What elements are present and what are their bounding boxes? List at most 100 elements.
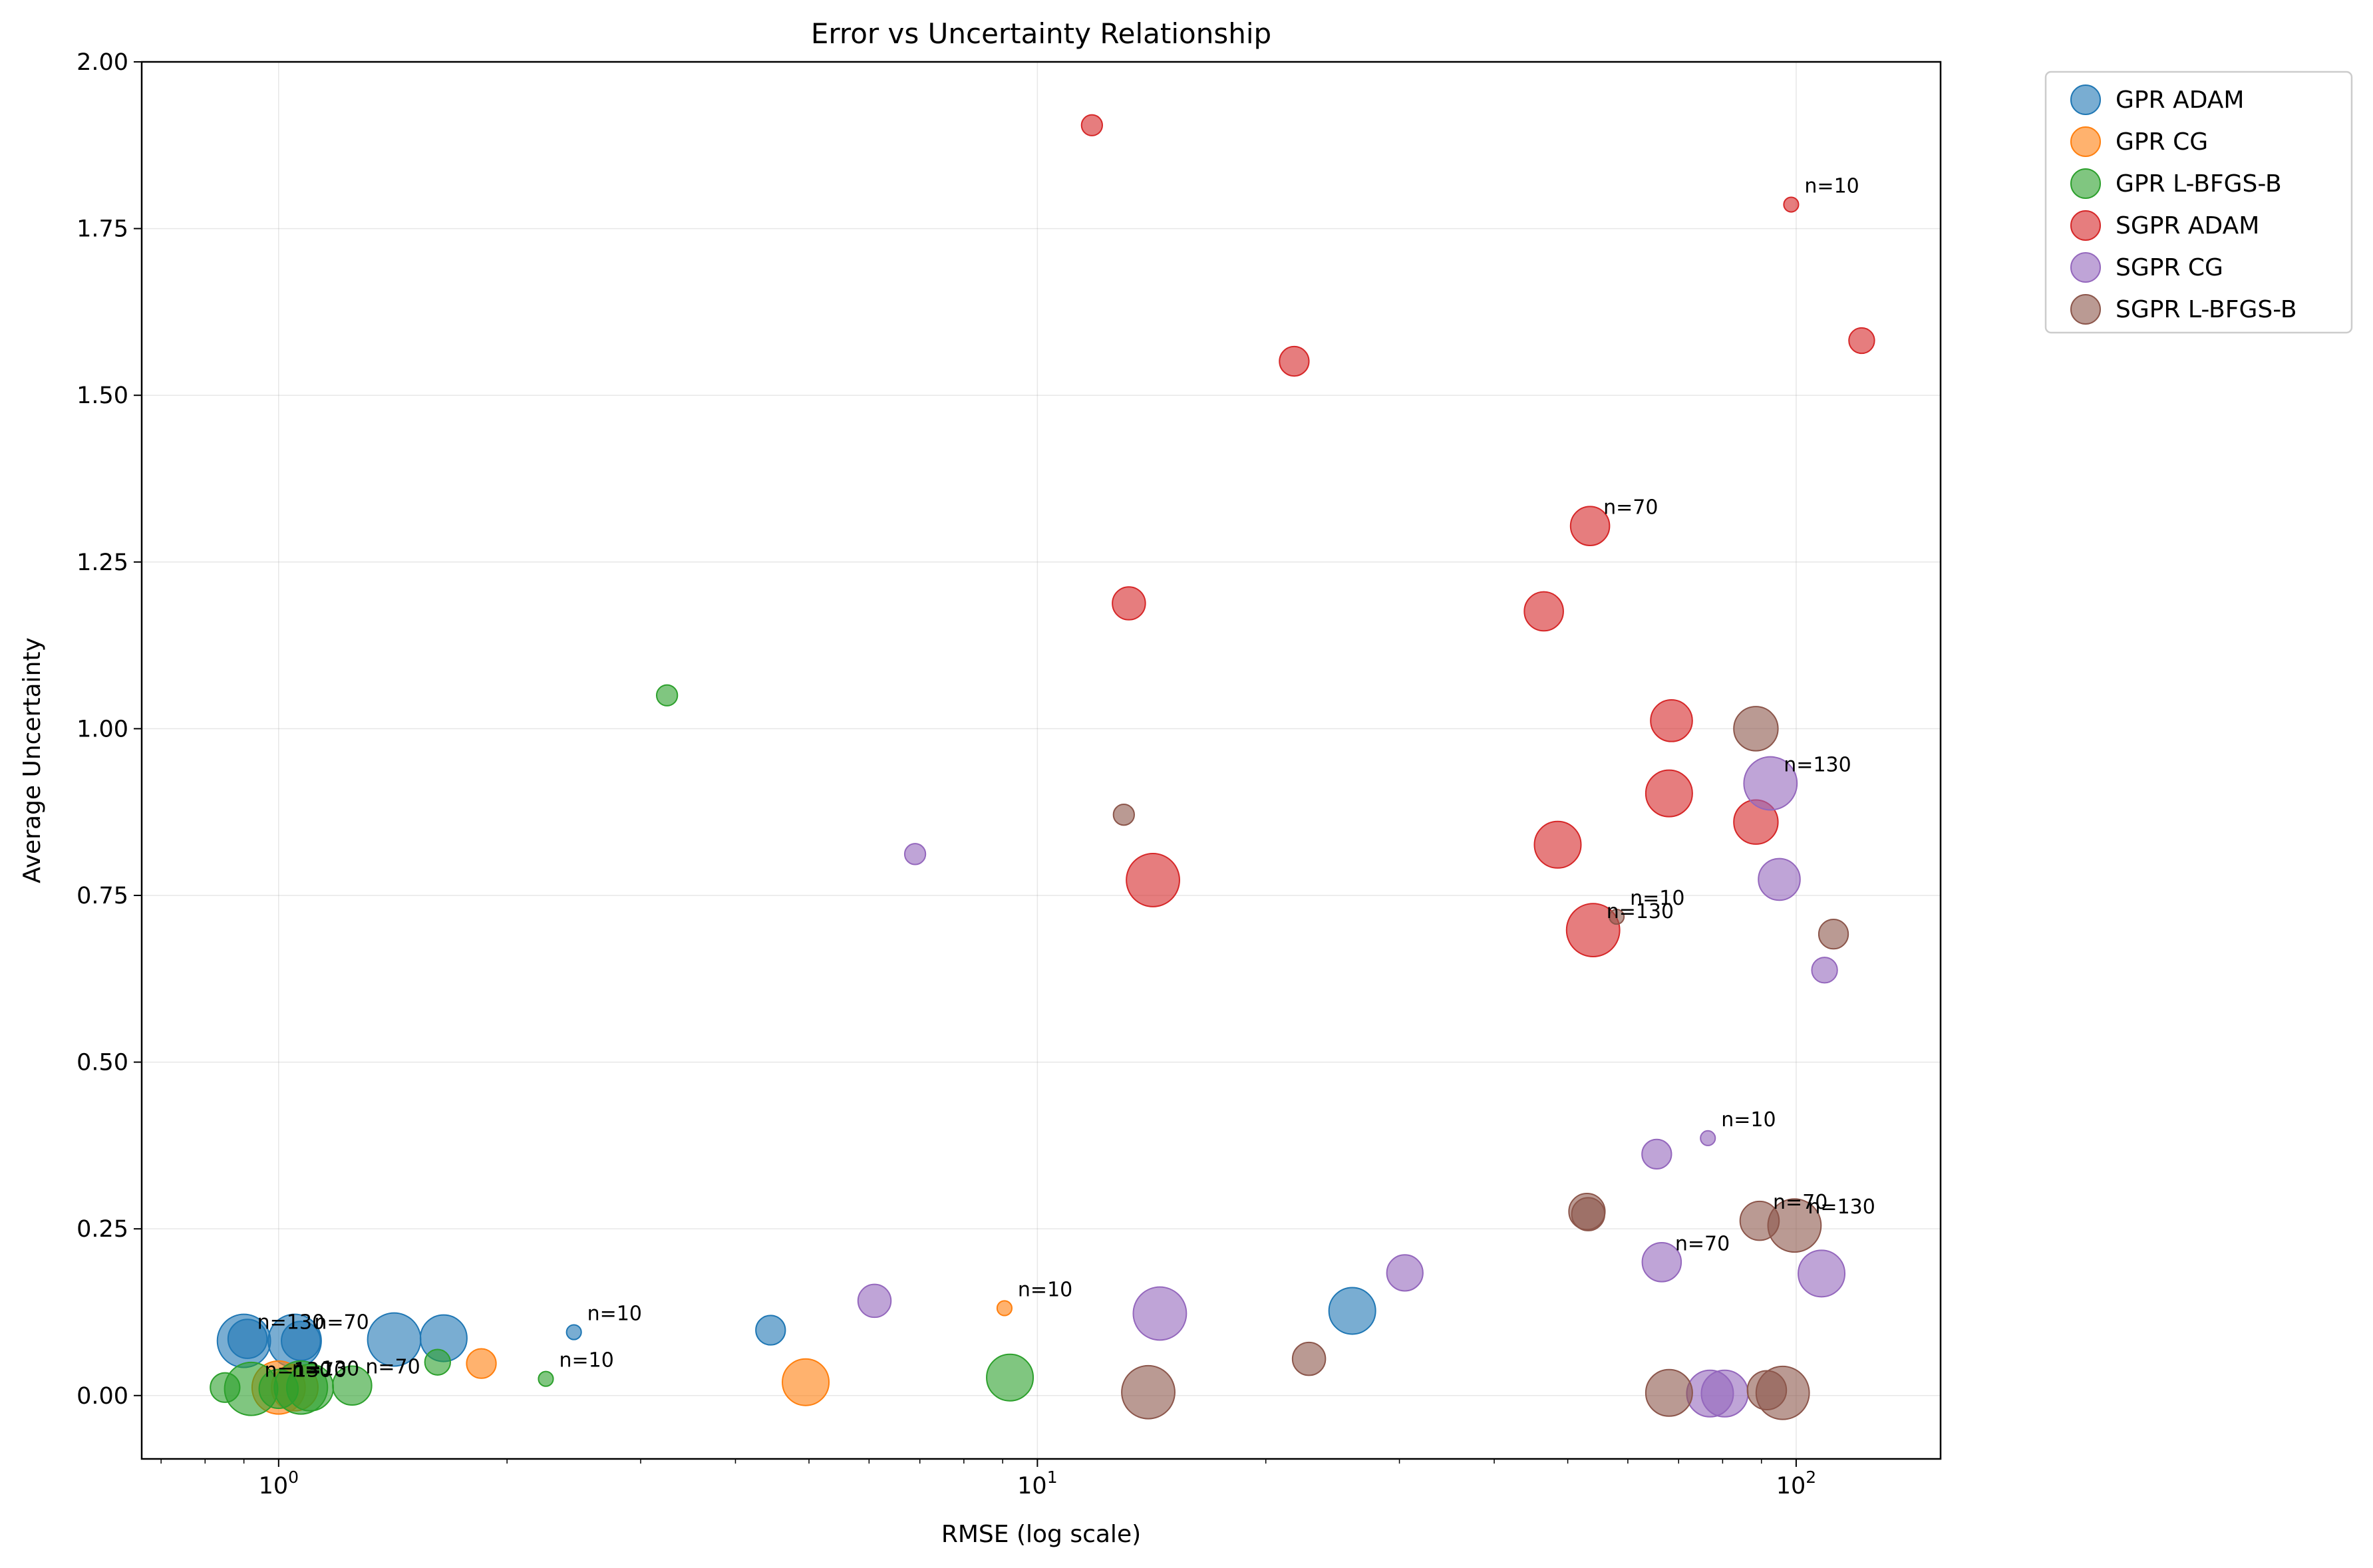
chart-title: Error vs Uncertainty Relationship	[811, 17, 1271, 50]
data-point	[538, 1370, 554, 1387]
data-point	[1700, 1369, 1749, 1418]
data-point	[1080, 114, 1104, 136]
point-annotation: n=130	[265, 1359, 332, 1382]
x-tick-exponent: 1	[1047, 1468, 1058, 1487]
legend-marker	[2070, 126, 2101, 157]
point-annotation: n=130	[257, 1311, 325, 1334]
data-point	[1565, 903, 1621, 958]
point-annotation: n=10	[1630, 887, 1684, 910]
point-annotation: n=10	[587, 1303, 642, 1326]
data-point	[1733, 706, 1779, 752]
y-tick-label: 0.75	[77, 883, 128, 909]
x-tick-base: 10	[1776, 1473, 1806, 1499]
point-annotation: n=10	[1804, 175, 1859, 198]
data-point	[1291, 1341, 1327, 1376]
plot-frame	[140, 61, 1942, 1460]
series-gpr-l-bfgs-b	[210, 684, 1034, 1416]
data-point	[1279, 345, 1310, 377]
legend-label: GPR L-BFGS-B	[2116, 170, 2282, 198]
data-point	[1641, 1242, 1682, 1283]
data-point	[1121, 1364, 1176, 1420]
data-point	[1126, 853, 1180, 907]
legend-marker	[2070, 252, 2101, 283]
point-annotation: n=130	[292, 1358, 359, 1381]
point-annotation: n=130	[1607, 900, 1674, 923]
data-point	[1700, 1130, 1716, 1146]
point-annotation: n=70	[365, 1356, 420, 1379]
point-annotation: n=70	[314, 1311, 369, 1334]
data-point	[1112, 804, 1135, 826]
legend-item: SGPR CG	[2070, 252, 2223, 283]
x-axis-label: RMSE (log scale)	[941, 1521, 1141, 1548]
data-point	[1386, 1254, 1424, 1292]
data-point	[1818, 918, 1849, 950]
y-tick-label: 0.00	[77, 1383, 128, 1410]
data-point	[655, 684, 679, 706]
x-tick-exponent: 2	[1806, 1468, 1816, 1487]
legend-label: SGPR CG	[2116, 254, 2223, 281]
legend-label: SGPR L-BFGS-B	[2116, 296, 2297, 323]
x-tick-base: 10	[1017, 1473, 1047, 1499]
data-point	[857, 1283, 892, 1319]
x-tick-label: 101	[1017, 1468, 1057, 1499]
point-annotation: n=10	[559, 1349, 614, 1372]
data-point	[1609, 908, 1625, 925]
legend-item: GPR ADAM	[2070, 84, 2244, 115]
series-sgpr-l-bfgs-b	[1112, 706, 1849, 1420]
y-tick-label: 0.25	[77, 1216, 128, 1243]
y-tick-label: 1.75	[77, 216, 128, 243]
data-point	[565, 1324, 582, 1340]
data-point	[782, 1358, 830, 1406]
legend-marker	[2070, 84, 2101, 115]
data-point	[1328, 1287, 1376, 1335]
data-point	[1755, 1365, 1810, 1420]
data-point	[903, 843, 927, 865]
point-annotation: n=70	[1773, 1191, 1827, 1214]
data-point	[1645, 1368, 1693, 1417]
legend-label: GPR CG	[2116, 128, 2208, 156]
x-tick-label: 102	[1776, 1468, 1816, 1499]
data-point	[1798, 1249, 1846, 1298]
y-axis-label: Average Uncertainty	[19, 637, 46, 883]
y-tick-label: 1.50	[77, 383, 128, 409]
data-point	[1783, 196, 1800, 213]
data-point	[1650, 699, 1693, 742]
data-point	[1645, 769, 1693, 818]
data-point	[1758, 858, 1801, 901]
y-axis-ticks: 0.00 0.25 0.50 0.75 1.00 1.25 1.50 1.75 2.00	[77, 49, 142, 1410]
data-point	[1767, 1198, 1822, 1253]
legend-label: GPR ADAM	[2116, 86, 2244, 114]
legend-item: SGPR L-BFGS-B	[2070, 294, 2297, 325]
legend-label: SGPR ADAM	[2116, 212, 2259, 239]
data-point	[1569, 506, 1611, 546]
data-point	[466, 1348, 497, 1379]
data-point	[1811, 957, 1838, 984]
data-point	[1848, 327, 1875, 355]
legend-item: GPR CG	[2070, 126, 2208, 157]
y-tick-label: 1.00	[77, 716, 128, 742]
data-point	[1571, 1197, 1606, 1231]
x-tick-label: 100	[259, 1468, 299, 1499]
data-point	[1533, 820, 1582, 869]
data-point	[755, 1315, 786, 1346]
data-points	[210, 114, 1875, 1420]
legend-item: GPR L-BFGS-B	[2070, 168, 2282, 199]
y-tick-label: 2.00	[77, 49, 128, 76]
point-annotation: n=130	[1784, 754, 1851, 777]
y-tick-label: 0.50	[77, 1050, 128, 1076]
data-point	[1641, 1138, 1672, 1170]
data-point	[1743, 756, 1798, 811]
point-annotation: n=130	[1808, 1195, 1875, 1219]
legend-marker	[2070, 168, 2101, 199]
data-point	[996, 1300, 1013, 1317]
point-annotation: n=70	[292, 1359, 347, 1382]
x-axis-ticks: 100 101 102	[160, 1459, 1816, 1499]
data-point	[1132, 1286, 1187, 1341]
series-sgpr-cg	[857, 756, 1846, 1418]
data-point	[424, 1348, 451, 1376]
data-point	[227, 1319, 268, 1359]
series-gpr-adam	[216, 1287, 1376, 1368]
